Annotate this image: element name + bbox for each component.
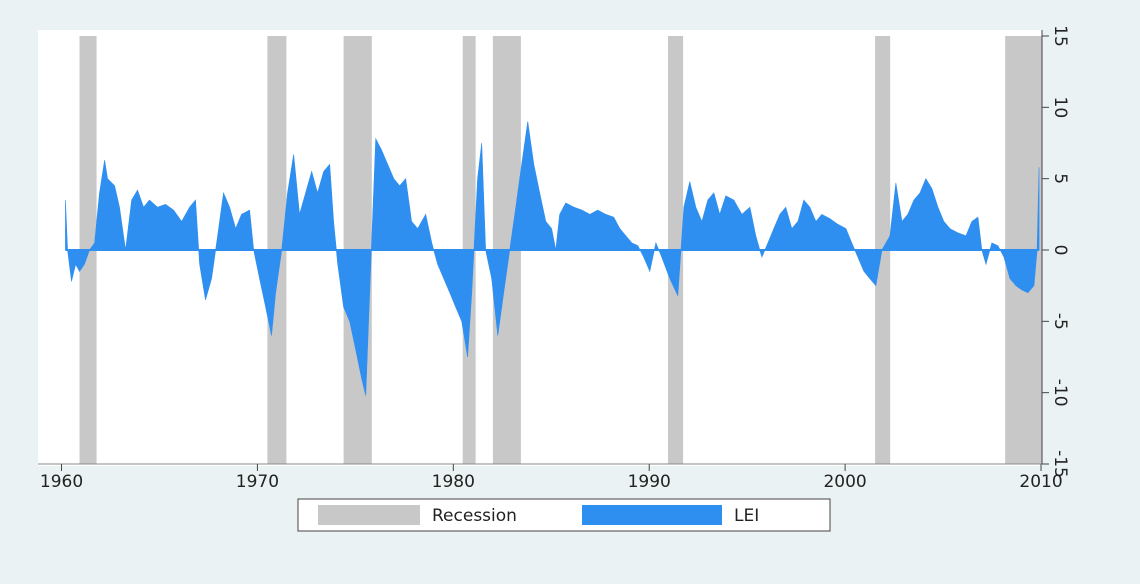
legend-label: Recession xyxy=(432,506,517,526)
y-tick-label: 10 xyxy=(1050,97,1070,119)
y-tick-label: 0 xyxy=(1050,245,1070,256)
y-tick-label: -5 xyxy=(1050,313,1070,330)
legend-swatch xyxy=(582,505,722,525)
axes: 1960 1970 1980 1990 2000 2010-15 -10 -5 0 5 10 15 xyxy=(38,25,1070,492)
x-tick-label: 1980 xyxy=(432,472,475,492)
x-tick-label: 1960 xyxy=(40,472,83,492)
area-layer xyxy=(65,121,1040,396)
legend-label: LEI xyxy=(734,506,759,526)
y-tick-label: -10 xyxy=(1050,379,1070,407)
x-tick-label: 2000 xyxy=(823,472,866,492)
x-tick-label: 1990 xyxy=(628,472,671,492)
y-tick-label: -15 xyxy=(1050,450,1070,478)
y-tick-label: 15 xyxy=(1050,25,1070,47)
x-tick-label: 2010 xyxy=(1019,472,1062,492)
y-tick-label: 5 xyxy=(1050,173,1070,184)
legend-swatch xyxy=(318,505,420,525)
x-tick-label: 1970 xyxy=(236,472,279,492)
